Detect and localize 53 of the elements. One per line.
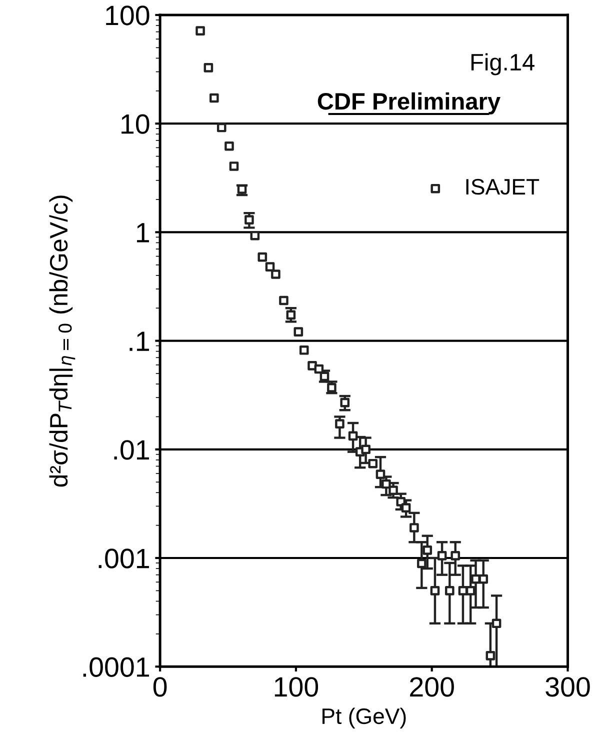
point [388,486,398,495]
x-tick-label: 300 [546,677,590,697]
point [368,458,378,468]
point [445,586,454,596]
point [340,398,350,408]
point [224,141,234,151]
point [486,651,496,660]
point [196,26,205,36]
point [361,444,370,454]
annotation: Fig.14 [471,53,534,76]
point [376,470,386,479]
point [437,551,447,560]
y-axis-title: d²σ/dP$_{T}$dη|$_{η=0}$ (nb/GeV/c) [49,196,76,487]
annotation: CDF Preliminary [318,92,500,114]
point [258,252,268,262]
point [417,558,426,568]
point [450,551,460,560]
y-tick-label: .001 [98,548,149,568]
point [250,230,260,240]
point [216,122,226,132]
point [294,327,304,336]
point [204,63,214,72]
point [279,296,288,306]
point [314,364,324,374]
point [308,361,317,370]
point [410,523,419,532]
point [271,270,280,279]
point [265,262,275,272]
y-tick-label: .1 [130,332,149,351]
x-tick-label: 0 [153,677,167,697]
point [492,618,502,628]
point [422,546,432,555]
y-tick-label: 10 [122,114,150,134]
point [348,431,358,441]
point [466,586,476,596]
y-tick-label: 1 [137,223,149,242]
point [478,574,488,584]
point [210,93,219,103]
point [244,215,254,224]
point [299,346,309,355]
x-tick-label: 100 [274,677,318,697]
point [229,162,239,171]
x-axis-title: Pt (GeV) [322,708,406,728]
point [335,419,344,428]
legend-label: ISAJET [466,178,540,195]
point [382,479,391,489]
y-tick-label: 100 [106,6,150,26]
point [430,586,440,596]
point [401,503,411,512]
y-tick-label: .01 [114,440,149,460]
x-tick-label: 200 [410,677,454,697]
y-tick-label: .0001 [83,657,149,677]
point [286,310,296,320]
